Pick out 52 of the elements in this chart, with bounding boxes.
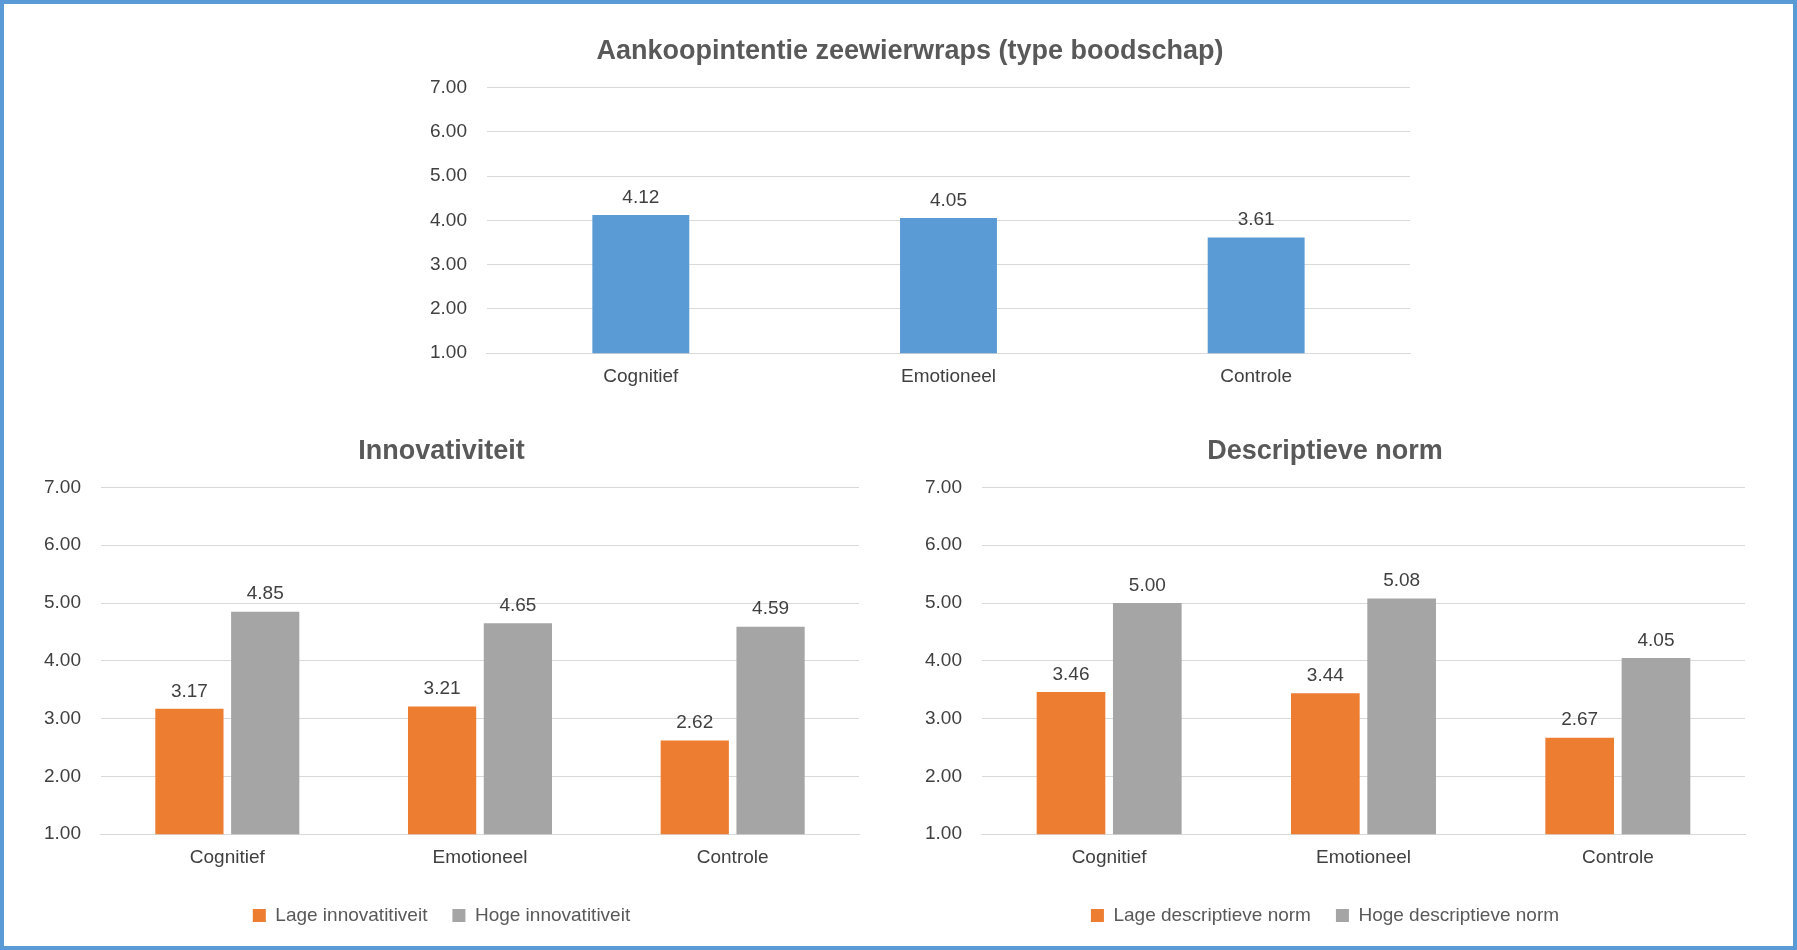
legend-label: Lage descriptieve norm bbox=[1113, 903, 1311, 925]
data-label: 2.62 bbox=[676, 711, 714, 733]
chart-title: Descriptieve norm bbox=[1207, 434, 1443, 465]
y-tick-label: 4.00 bbox=[44, 649, 81, 671]
y-tick-label: 2.00 bbox=[430, 297, 467, 319]
x-tick-label: Emotioneel bbox=[1315, 845, 1412, 867]
x-tick-label: Emotioneel bbox=[900, 364, 997, 386]
data-label: 3.21 bbox=[423, 677, 461, 699]
y-tick-label: 3.00 bbox=[430, 252, 467, 274]
y-tick-label: 7.00 bbox=[430, 75, 467, 97]
y-tick-label: 3.00 bbox=[44, 706, 81, 728]
data-label: 4.05 bbox=[1637, 628, 1675, 650]
y-tick-label: 1.00 bbox=[925, 822, 962, 844]
data-label: 4.05 bbox=[930, 188, 967, 210]
y-tick-label: 6.00 bbox=[44, 533, 81, 555]
data-label: 5.00 bbox=[1128, 573, 1166, 595]
y-tick-label: 7.00 bbox=[925, 475, 962, 497]
x-tick-label: Cognitief bbox=[1071, 845, 1148, 867]
y-tick-label: 5.00 bbox=[430, 164, 467, 186]
x-tick-label: Cognitief bbox=[603, 364, 680, 386]
y-tick-label: 6.00 bbox=[430, 119, 467, 141]
y-tick-label: 4.00 bbox=[430, 208, 467, 230]
x-tick-label: Cognitief bbox=[189, 845, 266, 867]
y-tick-label: 7.00 bbox=[44, 475, 81, 497]
data-label: 3.17 bbox=[170, 679, 208, 701]
y-tick-label: 5.00 bbox=[925, 591, 962, 613]
y-tick-label: 1.00 bbox=[430, 341, 467, 363]
y-tick-label: 1.00 bbox=[44, 822, 81, 844]
data-label: 3.46 bbox=[1052, 662, 1090, 684]
y-tick-label: 3.00 bbox=[925, 706, 962, 728]
data-label: 4.12 bbox=[622, 185, 660, 207]
y-tick-label: 6.00 bbox=[925, 533, 962, 555]
chart-title: Innovativiteit bbox=[358, 434, 525, 465]
data-label: 4.65 bbox=[499, 593, 537, 615]
data-label: 3.44 bbox=[1306, 663, 1345, 685]
y-tick-label: 2.00 bbox=[925, 764, 962, 786]
x-tick-label: Emotioneel bbox=[432, 845, 528, 867]
data-label: 5.08 bbox=[1383, 569, 1421, 591]
x-tick-label: Controle bbox=[696, 845, 769, 867]
data-label: 4.59 bbox=[752, 597, 790, 619]
y-tick-label: 5.00 bbox=[44, 591, 81, 613]
data-label: 4.85 bbox=[246, 582, 284, 604]
data-label: 3.61 bbox=[1237, 208, 1275, 230]
y-tick-label: 2.00 bbox=[44, 764, 81, 786]
data-label: 2.67 bbox=[1561, 708, 1599, 730]
chart-title: Aankoopintentie zeewierwraps (type boodschap) bbox=[596, 34, 1224, 65]
legend-label: Hoge descriptieve norm bbox=[1358, 903, 1560, 925]
legend-label: Hoge innovatitiveit bbox=[474, 903, 631, 925]
x-tick-label: Controle bbox=[1220, 364, 1293, 386]
y-tick-label: 4.00 bbox=[925, 649, 962, 671]
x-tick-label: Controle bbox=[1581, 845, 1654, 867]
legend-label: Lage innovatitiveit bbox=[275, 903, 429, 925]
